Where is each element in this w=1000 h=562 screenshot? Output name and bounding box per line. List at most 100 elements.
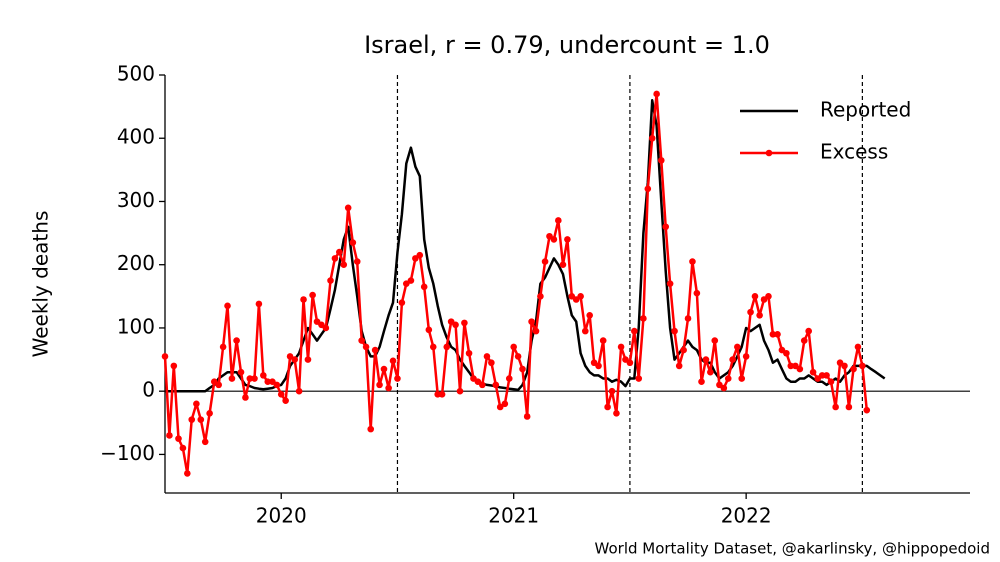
point <box>456 387 464 395</box>
point <box>693 289 701 297</box>
point <box>707 368 714 376</box>
point <box>711 337 719 344</box>
point <box>461 319 468 327</box>
point <box>832 403 839 411</box>
point <box>595 362 602 370</box>
point <box>854 343 862 351</box>
legend-label: Reported <box>820 98 911 122</box>
point <box>201 438 209 446</box>
point <box>277 391 285 398</box>
point <box>367 425 375 433</box>
point <box>555 217 562 224</box>
point <box>608 387 616 395</box>
point <box>559 261 567 269</box>
y-tick-label: 0 <box>142 378 155 402</box>
point <box>206 410 213 417</box>
point <box>349 239 357 246</box>
point <box>648 134 656 142</box>
point <box>465 349 473 357</box>
point <box>729 356 736 363</box>
point <box>161 353 169 360</box>
point <box>385 384 392 392</box>
point <box>402 280 410 287</box>
point <box>787 362 795 370</box>
point <box>541 258 549 265</box>
point <box>684 315 692 322</box>
point <box>371 346 379 354</box>
point <box>219 343 227 351</box>
point <box>309 291 316 299</box>
point <box>724 375 732 382</box>
point <box>528 318 535 325</box>
point <box>496 403 504 411</box>
point <box>179 444 187 452</box>
point <box>823 372 830 379</box>
point <box>564 236 571 243</box>
point <box>850 365 857 373</box>
point <box>783 349 790 357</box>
point <box>188 416 196 423</box>
legend-label: Excess <box>820 140 888 164</box>
point <box>380 365 388 373</box>
point <box>170 362 178 370</box>
point <box>671 327 678 335</box>
series-line <box>165 99 886 393</box>
point <box>631 327 638 335</box>
y-tick-label: −100 <box>100 441 155 465</box>
point <box>845 403 853 411</box>
point <box>260 372 267 379</box>
point <box>438 391 446 398</box>
point <box>483 353 491 360</box>
point <box>282 397 289 404</box>
y-tick-label: 100 <box>117 314 155 338</box>
point <box>769 330 777 338</box>
point <box>577 293 584 300</box>
point <box>863 406 871 414</box>
point <box>841 362 848 370</box>
point <box>505 375 513 382</box>
point <box>425 326 433 334</box>
point <box>304 356 312 363</box>
point <box>756 312 763 319</box>
point <box>193 400 200 408</box>
point <box>586 312 593 319</box>
point <box>698 378 705 386</box>
point <box>394 375 401 382</box>
y-tick-label: 500 <box>117 62 155 86</box>
point <box>429 343 437 351</box>
point <box>224 302 231 310</box>
point <box>765 293 772 300</box>
point <box>734 343 741 351</box>
point <box>362 343 370 351</box>
point <box>720 384 728 392</box>
point <box>747 308 754 316</box>
point <box>295 387 303 395</box>
point <box>680 346 687 354</box>
point <box>738 375 746 382</box>
point <box>358 337 365 344</box>
point <box>175 435 182 442</box>
y-tick-label: 300 <box>117 188 155 212</box>
point <box>407 277 415 284</box>
point <box>184 470 191 477</box>
x-tick-label: 2021 <box>488 504 539 528</box>
y-tick-label: 400 <box>117 125 155 149</box>
legend-marker <box>765 149 773 157</box>
point <box>376 381 383 389</box>
y-tick-label: 200 <box>117 251 155 275</box>
point <box>774 330 781 338</box>
point <box>166 432 173 439</box>
point <box>488 359 495 367</box>
point <box>251 375 258 382</box>
point <box>550 236 558 243</box>
point <box>666 280 674 287</box>
point <box>519 365 526 373</box>
point <box>635 375 643 382</box>
point <box>532 327 540 335</box>
point <box>340 261 348 269</box>
point <box>300 296 307 303</box>
point <box>644 185 652 193</box>
x-tick-label: 2022 <box>721 504 772 528</box>
point <box>805 327 812 335</box>
point <box>452 321 459 329</box>
